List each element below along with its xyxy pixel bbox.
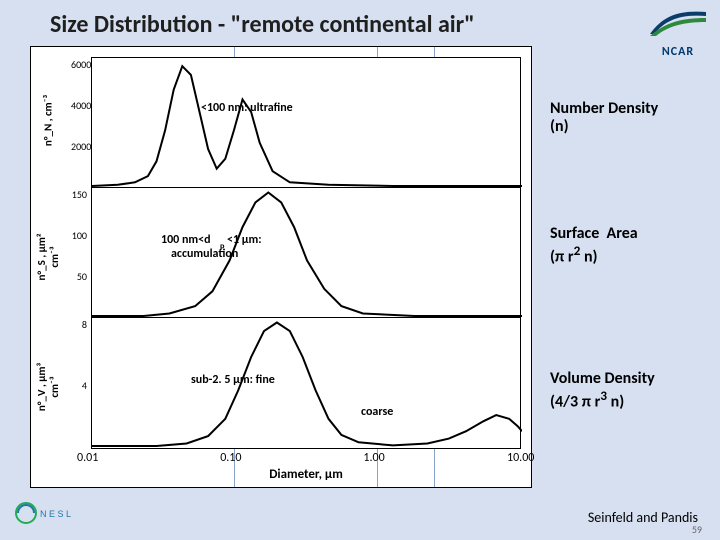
x-axis-label: Diameter, µm	[91, 467, 521, 482]
chart-stack: n°_N , cm⁻³ 2000 4000 6000 n°_S , µm² cm⁻³ 50…	[30, 46, 532, 488]
annotation: accumulation	[171, 247, 238, 261]
y-label-0: n°_N , cm⁻³	[42, 94, 55, 148]
ncar-text: NCAR	[648, 45, 708, 59]
y-label-2: n°_V , µm³ cm⁻³	[35, 360, 61, 414]
nesl-icon: N E S L	[14, 501, 74, 529]
annotation: sub-2. 5 µm: fine	[191, 373, 275, 387]
x-tick: 0.01	[77, 451, 98, 465]
side-label-surface-area: Surface Area(π r2 n)	[550, 225, 638, 267]
y-tick: 100	[71, 229, 87, 242]
x-tick: 0.10	[220, 451, 241, 465]
y-tick: 4	[71, 379, 87, 392]
y-tick: 150	[71, 188, 87, 201]
panel-1	[91, 187, 521, 319]
y-tick: 8	[71, 318, 87, 331]
page-title: Size Distribution - "remote continental …	[50, 10, 475, 39]
x-axis: 0.010.101.0010.00	[91, 451, 521, 465]
x-tick: 10.00	[507, 451, 534, 465]
y-tick: 4000	[71, 99, 87, 112]
annotation: <100 nm: ultrafine	[201, 101, 293, 115]
y-label-1: n°_S , µm² cm⁻³	[35, 230, 61, 284]
x-tick: 1.00	[363, 451, 384, 465]
y-tick: 2000	[71, 140, 87, 153]
panel-0	[91, 57, 521, 189]
curve-1	[92, 188, 522, 318]
ncar-swoosh-icon	[648, 8, 708, 38]
y-tick: 6000	[71, 58, 87, 71]
panel-2	[91, 317, 521, 449]
citation: Seinfeld and Pandis	[588, 509, 698, 526]
svg-text:N E S L: N E S L	[40, 509, 71, 519]
y-tick: 50	[71, 270, 87, 283]
annotation: <1 µm:	[227, 233, 262, 247]
curve-2	[92, 318, 522, 448]
annotation: 100 nm<d	[161, 233, 211, 247]
side-label-volume-density: Volume Density(4/3 π r3 n)	[550, 370, 655, 412]
annotation: coarse	[361, 405, 393, 419]
ncar-logo: NCAR	[648, 8, 708, 59]
page-number: 59	[692, 523, 702, 536]
curve-0	[92, 58, 522, 188]
side-label-number-density: Number Density(n)	[550, 100, 658, 137]
nesl-logo: N E S L	[14, 501, 74, 534]
